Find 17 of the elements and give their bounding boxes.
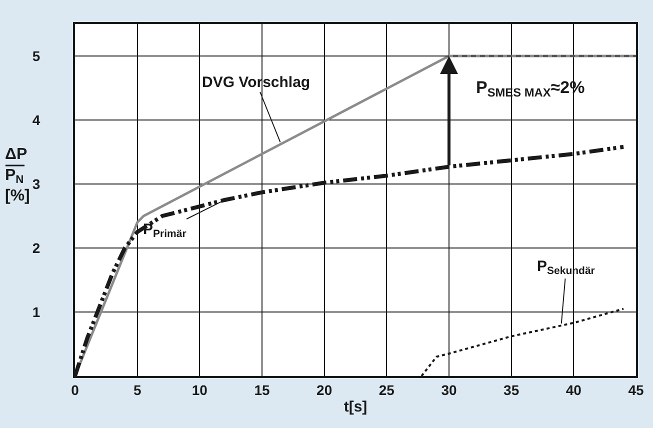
x-tick-label: 35 (504, 382, 520, 398)
y-tick-label: 5 (32, 48, 40, 64)
x-tick-label: 15 (254, 382, 270, 398)
x-axis-title: t[s] (344, 398, 368, 416)
x-tick-label: 45 (628, 382, 644, 398)
x-tick-label: 10 (192, 382, 208, 398)
y-axis-title: ΔP P$_{N}$ [%] (5, 146, 30, 205)
y-tick-label: 2 (32, 240, 40, 256)
y-tick-label: 1 (32, 304, 40, 320)
x-tick-label: 30 (441, 382, 457, 398)
x-tick-label: 0 (71, 382, 80, 398)
y-tick-label: 3 (32, 176, 40, 192)
x-tick-label: 20 (316, 382, 332, 398)
x-tick-label: 40 (566, 382, 582, 398)
y-tick-label: 4 (32, 112, 40, 128)
x-tick-label: 25 (378, 382, 395, 398)
x-tick-label: 5 (133, 382, 142, 398)
